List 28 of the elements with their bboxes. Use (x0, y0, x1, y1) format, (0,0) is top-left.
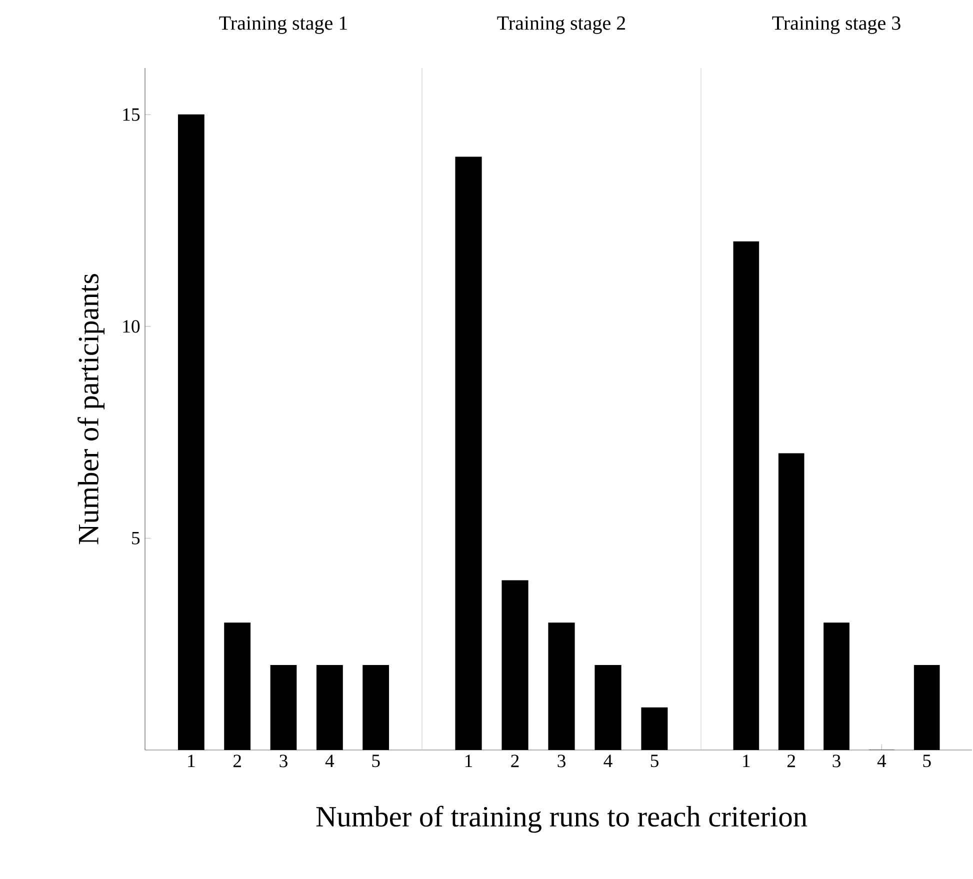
chart-title: Training stage 3 (772, 16, 900, 34)
x-tick-label: 2 (787, 754, 795, 768)
x-tick-label: 4 (877, 754, 886, 767)
x-tick-label: 5 (372, 754, 380, 768)
x-tick-label: 2 (233, 754, 241, 768)
y-tick-label: 15 (123, 108, 140, 121)
x-axis-title: Number of training runs to reach criterion (316, 806, 808, 833)
x-tick-label: 4 (604, 754, 612, 767)
y-axis-title: Number of participants (78, 274, 104, 544)
chart-title: Training stage 1 (219, 16, 347, 34)
y-tick-label: 10 (123, 320, 140, 333)
chart-title: Training stage 2 (497, 16, 626, 34)
x-tick-label: 1 (743, 754, 750, 768)
y-tick-label: 5 (132, 532, 140, 544)
bar (502, 580, 528, 750)
bar (548, 622, 575, 750)
x-tick-label: 1 (188, 754, 195, 768)
x-tick-label: 3 (280, 754, 288, 768)
bar (594, 665, 622, 750)
bar (455, 156, 482, 750)
x-tick-label: 5 (650, 754, 658, 768)
x-tick-label: 1 (465, 754, 472, 768)
x-tick-label: 2 (511, 754, 519, 768)
x-tick-label: 3 (558, 754, 566, 768)
x-tick-label: 3 (832, 754, 840, 768)
x-tick-label: 5 (923, 754, 931, 768)
bar (641, 707, 668, 750)
x-tick-label: 4 (325, 754, 334, 767)
